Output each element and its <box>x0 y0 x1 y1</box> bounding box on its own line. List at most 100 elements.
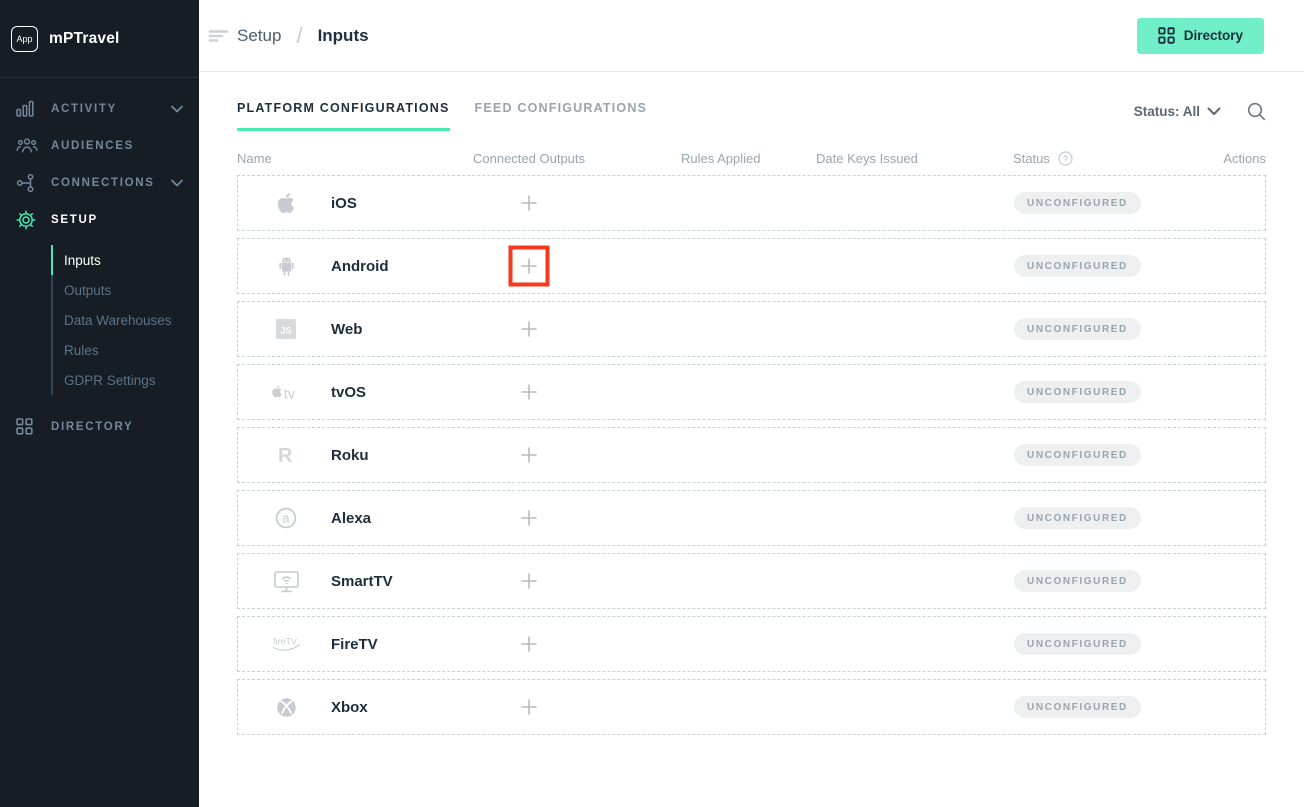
sidebar-subitem-gdpr-settings[interactable]: GDPR Settings <box>51 365 199 395</box>
table-row-alexa[interactable]: a Alexa UNCONFIGURED <box>237 490 1266 546</box>
table-row-smarttv[interactable]: SmartTV UNCONFIGURED <box>237 553 1266 609</box>
column-header-name: Name <box>237 151 272 166</box>
filter-lines-icon[interactable] <box>208 28 230 44</box>
svg-text:R: R <box>278 445 293 467</box>
js-icon: JS <box>269 318 303 340</box>
table-row-android[interactable]: Android UNCONFIGURED <box>237 238 1266 294</box>
status-badge: UNCONFIGURED <box>1014 507 1141 529</box>
gear-icon <box>16 209 40 230</box>
tab-platform-configurations[interactable]: PLATFORM CONFIGURATIONS <box>237 101 450 131</box>
chevron-down-icon[interactable] <box>171 105 183 113</box>
platform-name: Web <box>331 320 363 338</box>
main-area: Setup / Inputs Directory PLATFORM CONFIG… <box>199 0 1304 807</box>
add-connected-output-button[interactable] <box>521 510 537 526</box>
sidebar-subitem-inputs[interactable]: Inputs <box>51 245 199 275</box>
add-connected-output-button[interactable] <box>521 699 537 715</box>
platform-name: FireTV <box>331 635 378 653</box>
column-header-connected-outputs: Connected Outputs <box>473 151 586 166</box>
sidebar-item-label: CONNECTIONS <box>51 176 155 189</box>
sidebar-subitem-outputs[interactable]: Outputs <box>51 275 199 305</box>
status-badge: UNCONFIGURED <box>1014 444 1141 466</box>
sidebar-item-activity[interactable]: ACTIVITY <box>0 90 199 127</box>
table-row-ios[interactable]: iOS UNCONFIGURED <box>237 175 1266 231</box>
add-connected-output-button[interactable] <box>521 195 537 211</box>
status-badge: UNCONFIGURED <box>1014 633 1141 655</box>
connections-icon <box>16 173 40 193</box>
platform-name: Android <box>331 257 389 275</box>
status-badge: UNCONFIGURED <box>1014 381 1141 403</box>
grid-icon <box>16 418 40 435</box>
page-title: Inputs <box>317 25 369 45</box>
logo-row: App mPTravel <box>0 0 199 78</box>
svg-text:?: ? <box>1063 154 1068 164</box>
xbox-icon <box>269 696 303 719</box>
apple-icon <box>269 191 303 215</box>
brand-name: mPTravel <box>49 29 120 47</box>
column-header-status-label: Status <box>1013 151 1050 166</box>
column-header-date-keys-issued: Date Keys Issued <box>816 151 918 166</box>
add-connected-output-button[interactable] <box>521 384 537 400</box>
sidebar-item-label: ACTIVITY <box>51 102 117 115</box>
directory-button-label: Directory <box>1183 28 1243 43</box>
add-connected-output-button[interactable] <box>508 245 550 287</box>
add-connected-output-button[interactable] <box>521 321 537 337</box>
table-row-roku[interactable]: R Roku UNCONFIGURED <box>237 427 1266 483</box>
platform-name: tvOS <box>331 383 367 401</box>
add-connected-output-button[interactable] <box>521 447 537 463</box>
column-header-rules-applied: Rules Applied <box>681 151 761 166</box>
sidebar-item-label: SETUP <box>51 213 98 226</box>
breadcrumb-section[interactable]: Setup <box>237 25 282 45</box>
sidebar-item-directory[interactable]: DIRECTORY <box>0 408 199 445</box>
svg-text:tv: tv <box>284 386 295 402</box>
table-row-xbox[interactable]: Xbox UNCONFIGURED <box>237 679 1266 735</box>
activity-icon <box>16 100 40 118</box>
platform-name: Roku <box>331 446 369 464</box>
table-row-web[interactable]: JS Web UNCONFIGURED <box>237 301 1266 357</box>
firetv-icon: fireTV <box>269 635 303 653</box>
sidebar-item-setup[interactable]: SETUP <box>0 201 199 238</box>
table-header: Name Connected Outputs Rules Applied Dat… <box>237 151 1266 166</box>
breadcrumb-separator: / <box>296 22 303 48</box>
sidebar-item-connections[interactable]: CONNECTIONS <box>0 164 199 201</box>
setup-sub-list: Inputs Outputs Data Warehouses Rules GDP… <box>51 245 199 395</box>
platform-name: SmartTV <box>331 572 393 590</box>
app-logo-badge: App <box>11 25 38 52</box>
sidebar-subitem-data-warehouses[interactable]: Data Warehouses <box>51 305 199 335</box>
sidebar-item-audiences[interactable]: AUDIENCES <box>0 127 199 164</box>
chevron-down-icon <box>1207 107 1221 116</box>
add-connected-output-button[interactable] <box>521 636 537 652</box>
status-badge: UNCONFIGURED <box>1014 255 1141 277</box>
tab-feed-configurations[interactable]: FEED CONFIGURATIONS <box>474 101 648 115</box>
appletv-icon: tv <box>269 382 303 402</box>
table-row-firetv[interactable]: fireTV FireTV UNCONFIGURED <box>237 616 1266 672</box>
platform-name: Xbox <box>331 698 368 716</box>
help-circle-icon[interactable]: ? <box>1058 151 1073 166</box>
platform-name: iOS <box>331 194 357 212</box>
audiences-icon <box>16 137 40 154</box>
page-header: Setup / Inputs Directory <box>199 0 1304 72</box>
sidebar: App mPTravel ACTIVITY AUDIENCES <box>0 0 199 807</box>
sidebar-subitem-rules[interactable]: Rules <box>51 335 199 365</box>
status-badge: UNCONFIGURED <box>1014 570 1141 592</box>
list-controls: Status: All <box>1134 102 1266 121</box>
content: PLATFORM CONFIGURATIONS FEED CONFIGURATI… <box>199 72 1304 742</box>
sidebar-item-label: AUDIENCES <box>51 139 135 152</box>
smarttv-icon <box>269 570 303 593</box>
search-icon[interactable] <box>1247 102 1266 121</box>
status-badge: UNCONFIGURED <box>1014 696 1141 718</box>
tabs-row: PLATFORM CONFIGURATIONS FEED CONFIGURATI… <box>237 101 1266 131</box>
android-icon <box>269 255 303 278</box>
column-header-status: Status ? <box>1013 151 1216 166</box>
status-filter-dropdown[interactable]: Status: All <box>1134 104 1221 119</box>
chevron-down-icon[interactable] <box>171 179 183 187</box>
add-connected-output-button[interactable] <box>521 573 537 589</box>
status-badge: UNCONFIGURED <box>1014 192 1141 214</box>
table-row-tvos[interactable]: tv tvOS UNCONFIGURED <box>237 364 1266 420</box>
svg-text:fireTV: fireTV <box>273 637 297 647</box>
status-filter-label: Status: All <box>1133 104 1200 119</box>
svg-text:JS: JS <box>280 326 291 336</box>
platform-name: Alexa <box>331 509 372 527</box>
directory-button[interactable]: Directory <box>1136 17 1264 54</box>
column-header-actions: Actions <box>1223 151 1266 166</box>
